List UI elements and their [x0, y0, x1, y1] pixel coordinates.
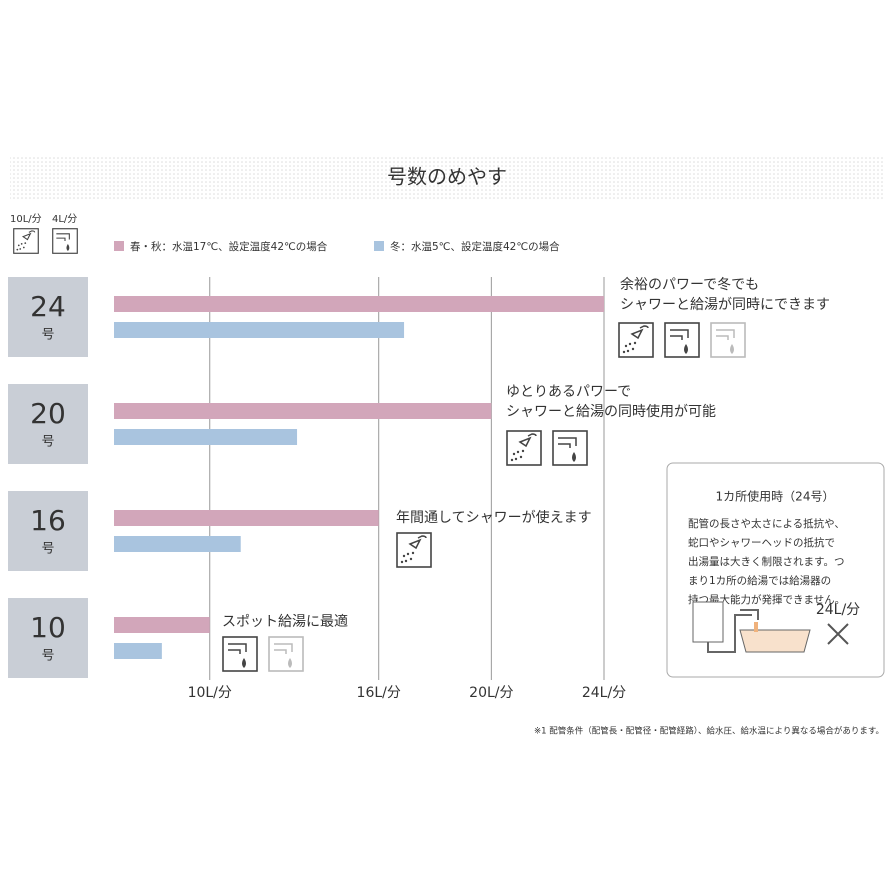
category-label: 20: [30, 397, 66, 430]
title-band: [10, 155, 885, 201]
faucet-icon: [268, 636, 304, 672]
faucet-icon: [664, 322, 700, 358]
footnote: ※1 配管条件（配管長・配管径・配管経路）、給水圧、給水温により異なる場合があり…: [534, 726, 884, 737]
category-suffix: 号: [41, 542, 54, 557]
water: [754, 622, 758, 632]
shower-icon: [506, 430, 542, 466]
category-box: [8, 384, 88, 464]
faucet-icon: [52, 228, 78, 254]
note-title: 1カ所使用時（24号）: [716, 489, 835, 504]
bar: [114, 429, 298, 445]
annotation: 年間通してシャワーが使えます: [396, 509, 592, 526]
category-label: 16: [30, 504, 66, 537]
category-label: 24: [30, 290, 66, 323]
category-suffix: 号: [41, 435, 54, 450]
category-suffix: 号: [41, 649, 54, 664]
shower-icon: [13, 228, 39, 254]
annotation: スポット給湯に最適: [222, 613, 348, 630]
shower-icon: [396, 532, 432, 568]
shower-icon: [618, 322, 654, 358]
faucet-icon: [710, 322, 746, 358]
icon-label: 10L/分: [10, 213, 42, 225]
category-label: 10: [30, 611, 66, 644]
bar: [114, 510, 379, 526]
bar: [114, 617, 210, 633]
x-tick-label: 20L/分: [469, 685, 513, 701]
chart-title: 号数のめやす: [387, 165, 507, 189]
bar: [114, 643, 162, 659]
bar: [114, 322, 405, 338]
heater: [692, 601, 724, 643]
note-line: 出湯量は大きく制限されます。つ: [688, 555, 844, 568]
rate-label: 24L/分: [816, 602, 860, 618]
note-line: 持つ最大能力が発揮できません。: [688, 593, 845, 606]
faucet-icon: [222, 636, 258, 672]
annotation: ゆとりあるパワーで: [506, 384, 631, 400]
note-line: まり1カ所の給湯では給湯器の: [688, 574, 831, 587]
category-box: [8, 491, 88, 571]
category-suffix: 号: [41, 328, 54, 343]
legend-swatch: [374, 241, 384, 251]
legend-label: 冬：水温5℃、設定温度42℃の場合: [390, 240, 560, 253]
faucet-icon: [552, 430, 588, 466]
note-line: 蛇口やシャワーヘッドの抵抗で: [688, 536, 835, 549]
annotation: シャワーと給湯が同時にできます: [620, 296, 830, 313]
bar: [114, 296, 604, 312]
icon-label: 4L/分: [52, 213, 77, 225]
legend-swatch: [114, 241, 124, 251]
legend-label: 春・秋：水温17℃、設定温度42℃の場合: [130, 240, 328, 253]
tub: [739, 629, 811, 653]
x-tick-label: 10L/分: [188, 685, 232, 701]
pipe: [707, 609, 759, 653]
bar: [114, 536, 241, 552]
category-box: [8, 277, 88, 357]
note-box: 1カ所使用時（24号） 配管の長さや太さによる抵抗や、 蛇口やシャワーヘッドの抵…: [666, 462, 885, 678]
bar: [114, 403, 492, 419]
annotation: シャワーと給湯の同時使用が可能: [506, 403, 716, 420]
note-line: 配管の長さや太さによる抵抗や、: [688, 517, 845, 530]
annotation: 余裕のパワーで冬でも: [620, 276, 759, 293]
cross: [827, 623, 849, 645]
x-tick-label: 16L/分: [357, 685, 401, 701]
x-tick-label: 24L/分: [582, 685, 626, 701]
category-box: [8, 598, 88, 678]
